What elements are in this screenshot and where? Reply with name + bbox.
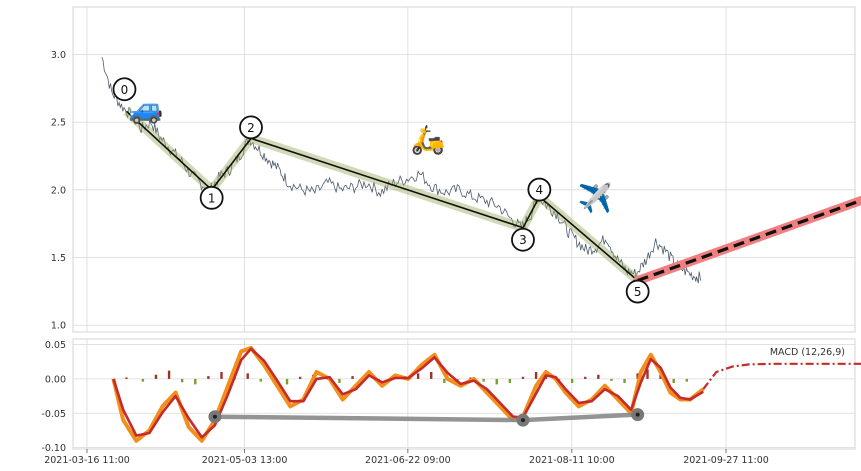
histogram-bar xyxy=(646,369,649,379)
x-tick-label: 2021-05-03 13:00 xyxy=(202,455,288,466)
wave-label-circle xyxy=(199,185,224,210)
price-y-tick-label: 3.0 xyxy=(51,50,66,61)
histogram-bar xyxy=(521,376,525,379)
x-tick-label: 2021-08-11 10:00 xyxy=(529,455,615,466)
macd-line-red xyxy=(112,347,704,439)
wave-label-circle xyxy=(112,77,137,102)
wave-label-text: 1 xyxy=(208,191,216,205)
wave-label-circle xyxy=(527,177,552,202)
wave-label-2: 2 xyxy=(239,115,263,140)
divergence-point-center xyxy=(635,412,640,417)
wave-label-text: 5 xyxy=(634,285,642,299)
histogram-bar xyxy=(469,377,472,379)
histogram-bar xyxy=(416,373,420,379)
histogram-bar xyxy=(246,373,249,379)
histogram-bar xyxy=(351,376,354,379)
macd-y-axis: 0.05 0.00 -0.05 -0.10 xyxy=(41,340,66,454)
signal-forecast-line xyxy=(702,362,861,390)
divergence-point-center xyxy=(212,414,217,419)
divergence-point-center xyxy=(520,418,525,423)
macd-plot-area xyxy=(72,338,856,450)
histogram-bar xyxy=(298,376,302,379)
wave-label-text: 2 xyxy=(247,121,255,135)
histogram-bar xyxy=(285,378,289,385)
x-axis: 2021-03-16 11:00 2021-05-03 13:00 2021-06-… xyxy=(44,449,769,466)
macd-y-tick-label: 0.00 xyxy=(45,374,66,385)
histogram-bar xyxy=(570,378,574,383)
macd-y-tick-label: -0.10 xyxy=(41,443,66,454)
wave-label-text: 3 xyxy=(519,233,527,247)
histogram-bar xyxy=(154,374,158,379)
wave-labels: 0 1 2 3 4 5 xyxy=(112,77,650,304)
wave-label-text: 0 xyxy=(121,83,129,97)
wave-label-1: 1 xyxy=(199,185,224,210)
wave-label-circle xyxy=(511,227,535,252)
histogram-bar xyxy=(508,378,512,383)
histogram-bar xyxy=(430,372,433,379)
histogram-bar xyxy=(443,378,446,383)
histogram-bar xyxy=(194,378,197,385)
airplane-icon: ✈️ xyxy=(578,180,613,214)
price-plot-area xyxy=(72,6,856,333)
histogram-bar xyxy=(672,378,675,383)
macd-gridlines xyxy=(73,339,855,449)
histogram-bar xyxy=(534,372,538,379)
price-y-tick-label: 1.5 xyxy=(51,253,66,264)
macd-signal-forecast xyxy=(702,362,861,390)
pattern-icons: 🚙 🛵 ✈️ xyxy=(129,92,613,214)
histogram-bar xyxy=(636,373,639,379)
histogram-bar xyxy=(259,378,263,382)
wave-label-0: 0 xyxy=(112,77,137,102)
histogram-bar xyxy=(207,376,210,379)
wave-label-4: 4 xyxy=(527,177,552,202)
scooter-icon: 🛵 xyxy=(410,123,445,156)
wave-label-text: 4 xyxy=(536,183,544,197)
price-line xyxy=(101,57,702,284)
histogram-bar xyxy=(610,378,613,381)
price-panel: 1.0 1.5 2.0 2.5 3.0 0 1 2 3 4 5 🚙 🛵 ✈️ xyxy=(51,6,861,333)
price-gridlines xyxy=(73,7,855,332)
histogram-bar xyxy=(220,372,223,379)
projection-line xyxy=(633,195,861,285)
histogram-bar xyxy=(597,374,600,379)
histogram-bar xyxy=(623,378,626,383)
wave-label-5: 5 xyxy=(625,279,650,304)
x-tick-label: 2021-06-22 09:00 xyxy=(365,455,451,466)
x-tick-label: 2021-03-16 11:00 xyxy=(44,455,130,466)
projection-dashed-line xyxy=(637,198,861,283)
price-y-tick-label: 2.5 xyxy=(51,118,66,129)
histogram-bar xyxy=(141,378,145,382)
wave-label-3: 3 xyxy=(511,227,535,252)
wave-label-circle xyxy=(625,279,650,304)
histogram-bar xyxy=(584,376,587,379)
car-icon: 🚙 xyxy=(129,92,164,125)
macd-y-tick-label: -0.05 xyxy=(41,409,66,420)
price-series xyxy=(101,57,702,284)
histogram-bar xyxy=(338,378,341,383)
price-y-axis: 1.0 1.5 2.0 2.5 3.0 xyxy=(51,50,66,332)
macd-y-tick-label: 0.05 xyxy=(45,340,66,351)
macd-legend: MACD (12,26,9) xyxy=(770,347,845,358)
divergence-line xyxy=(208,408,645,427)
zigzag-wave xyxy=(123,107,641,284)
x-tick-label: 2021-09-27 11:00 xyxy=(683,455,769,466)
histogram-bar xyxy=(685,378,689,382)
wave-label-circle xyxy=(239,115,263,140)
histogram-bar xyxy=(482,378,485,382)
histogram-bar xyxy=(495,378,498,385)
macd-panel: 0.050.00-0.05-0.10 2021-03-16 11:00 2021-… xyxy=(41,338,861,466)
histogram-bar xyxy=(659,374,662,379)
zigzag-line xyxy=(125,110,639,282)
price-y-tick-label: 2.0 xyxy=(51,185,66,196)
histogram-bar xyxy=(125,377,128,379)
price-y-tick-label: 1.0 xyxy=(51,321,66,332)
histogram-bar xyxy=(167,370,171,379)
histogram-bar xyxy=(180,378,184,383)
